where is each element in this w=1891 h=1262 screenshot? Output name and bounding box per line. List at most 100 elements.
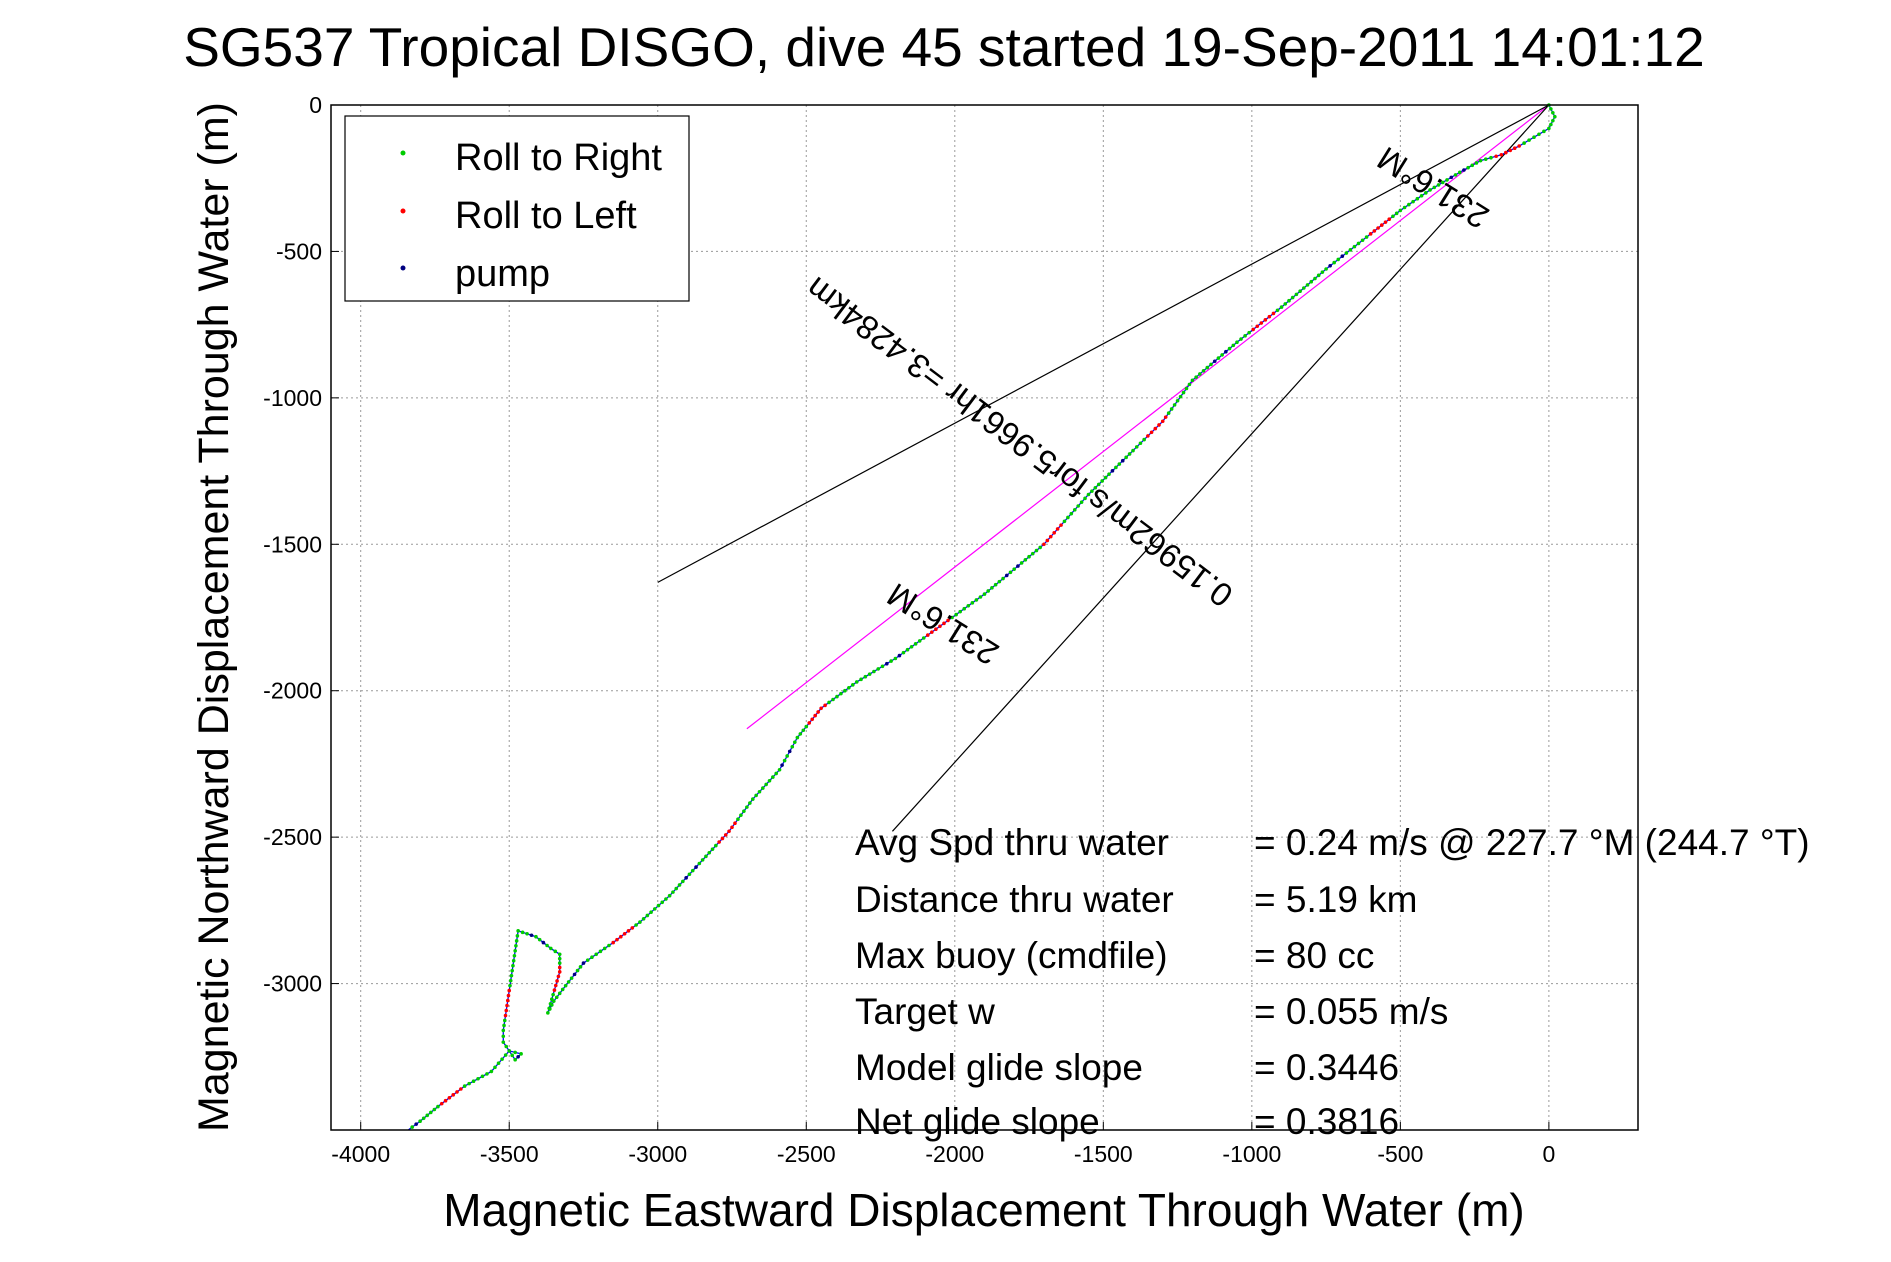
track-point (1517, 144, 1521, 148)
track-point (1142, 437, 1146, 442)
track-point (1376, 226, 1380, 230)
track-point (1153, 426, 1158, 431)
track-point (993, 582, 998, 587)
track-point (1344, 251, 1349, 255)
track-point (1271, 311, 1276, 316)
track-point (1103, 475, 1108, 480)
track-point (1001, 576, 1005, 581)
y-tick-label: -1000 (263, 385, 322, 411)
track-point (506, 993, 511, 998)
stat-label-model-glide: Model glide slope (855, 1047, 1143, 1088)
track-point (990, 586, 994, 590)
track-point (1483, 157, 1488, 161)
track-point (514, 943, 518, 948)
track-point (578, 965, 583, 969)
y-tick-label: 0 (309, 92, 322, 118)
track-point (777, 767, 782, 772)
track-point (934, 627, 938, 632)
track-point (966, 603, 971, 608)
track-point (839, 691, 843, 696)
track-point (774, 771, 778, 776)
x-tick-label: 0 (1542, 1141, 1555, 1167)
track-point (785, 754, 789, 758)
track-point (1247, 330, 1251, 335)
track-point (1489, 155, 1493, 160)
track-point (717, 840, 721, 844)
track-point (1052, 530, 1056, 535)
track-point (1432, 185, 1437, 190)
track-point (1340, 254, 1345, 259)
track-point (557, 961, 562, 965)
track-point (501, 1028, 506, 1033)
track-point (598, 949, 603, 954)
track-point (514, 939, 519, 943)
track-point (649, 910, 653, 914)
track-point (480, 1074, 485, 1079)
track-point (557, 956, 562, 961)
track-point (677, 883, 682, 887)
track-point (467, 1081, 471, 1086)
track-point (519, 1052, 523, 1056)
track-point (418, 1119, 422, 1124)
track-point (958, 609, 962, 614)
track-point (804, 724, 809, 729)
x-tick-label: -2500 (777, 1141, 836, 1167)
stat-label-target-w: Target w (855, 991, 995, 1032)
track-point (687, 872, 692, 877)
track-point (909, 644, 914, 649)
track-point (1059, 523, 1063, 527)
track-point (546, 1011, 550, 1015)
legend-marker-pump (400, 265, 406, 271)
track-annotation: 0.15962m/s for5.9661hr =3.4284km (799, 270, 1240, 615)
track-point (700, 858, 705, 862)
track-point (581, 961, 586, 965)
track-point (634, 923, 638, 927)
track-point (847, 685, 851, 690)
track-point (1336, 257, 1341, 262)
track-point (727, 829, 731, 834)
track-point (697, 861, 702, 866)
track-point (1169, 407, 1174, 411)
track-point (913, 642, 918, 646)
track-point (1440, 180, 1445, 185)
track-point (827, 700, 831, 705)
track-point (493, 1065, 497, 1070)
track-point (1508, 148, 1513, 153)
legend-marker-roll-right (400, 150, 406, 156)
track-point (872, 669, 876, 674)
track-point (1298, 289, 1302, 294)
track-point (510, 1053, 514, 1058)
track-point (594, 952, 599, 957)
y-tick-label: -1500 (263, 531, 322, 557)
track-point (1096, 482, 1101, 487)
track-point (1163, 415, 1168, 419)
track-point (1175, 398, 1180, 403)
track-point (1398, 208, 1403, 213)
track-point (1419, 193, 1424, 198)
track-point (1131, 448, 1135, 453)
track-point (745, 805, 749, 809)
track-point (674, 886, 679, 891)
track-point (1316, 273, 1321, 278)
track-point (513, 1050, 517, 1055)
track-point (534, 934, 538, 939)
track-point (1216, 356, 1221, 360)
track-point (1283, 302, 1288, 306)
track-point (516, 929, 520, 933)
track-point (897, 653, 902, 658)
track-point (681, 879, 685, 884)
track-point (1402, 205, 1407, 210)
track-point (541, 940, 546, 945)
track-point (1313, 276, 1317, 281)
track-point (707, 850, 712, 855)
stat-value-target-w: = 0.055 m/s (1254, 991, 1448, 1032)
track-point (515, 934, 520, 938)
legend: Roll to Right Roll to Left pump (344, 115, 690, 302)
track-point (503, 1013, 508, 1018)
track-point (1093, 485, 1098, 490)
track-point (810, 717, 815, 722)
track-point (1290, 295, 1295, 300)
track-point (942, 621, 946, 626)
track-point (1160, 419, 1165, 424)
track-point (563, 983, 568, 988)
